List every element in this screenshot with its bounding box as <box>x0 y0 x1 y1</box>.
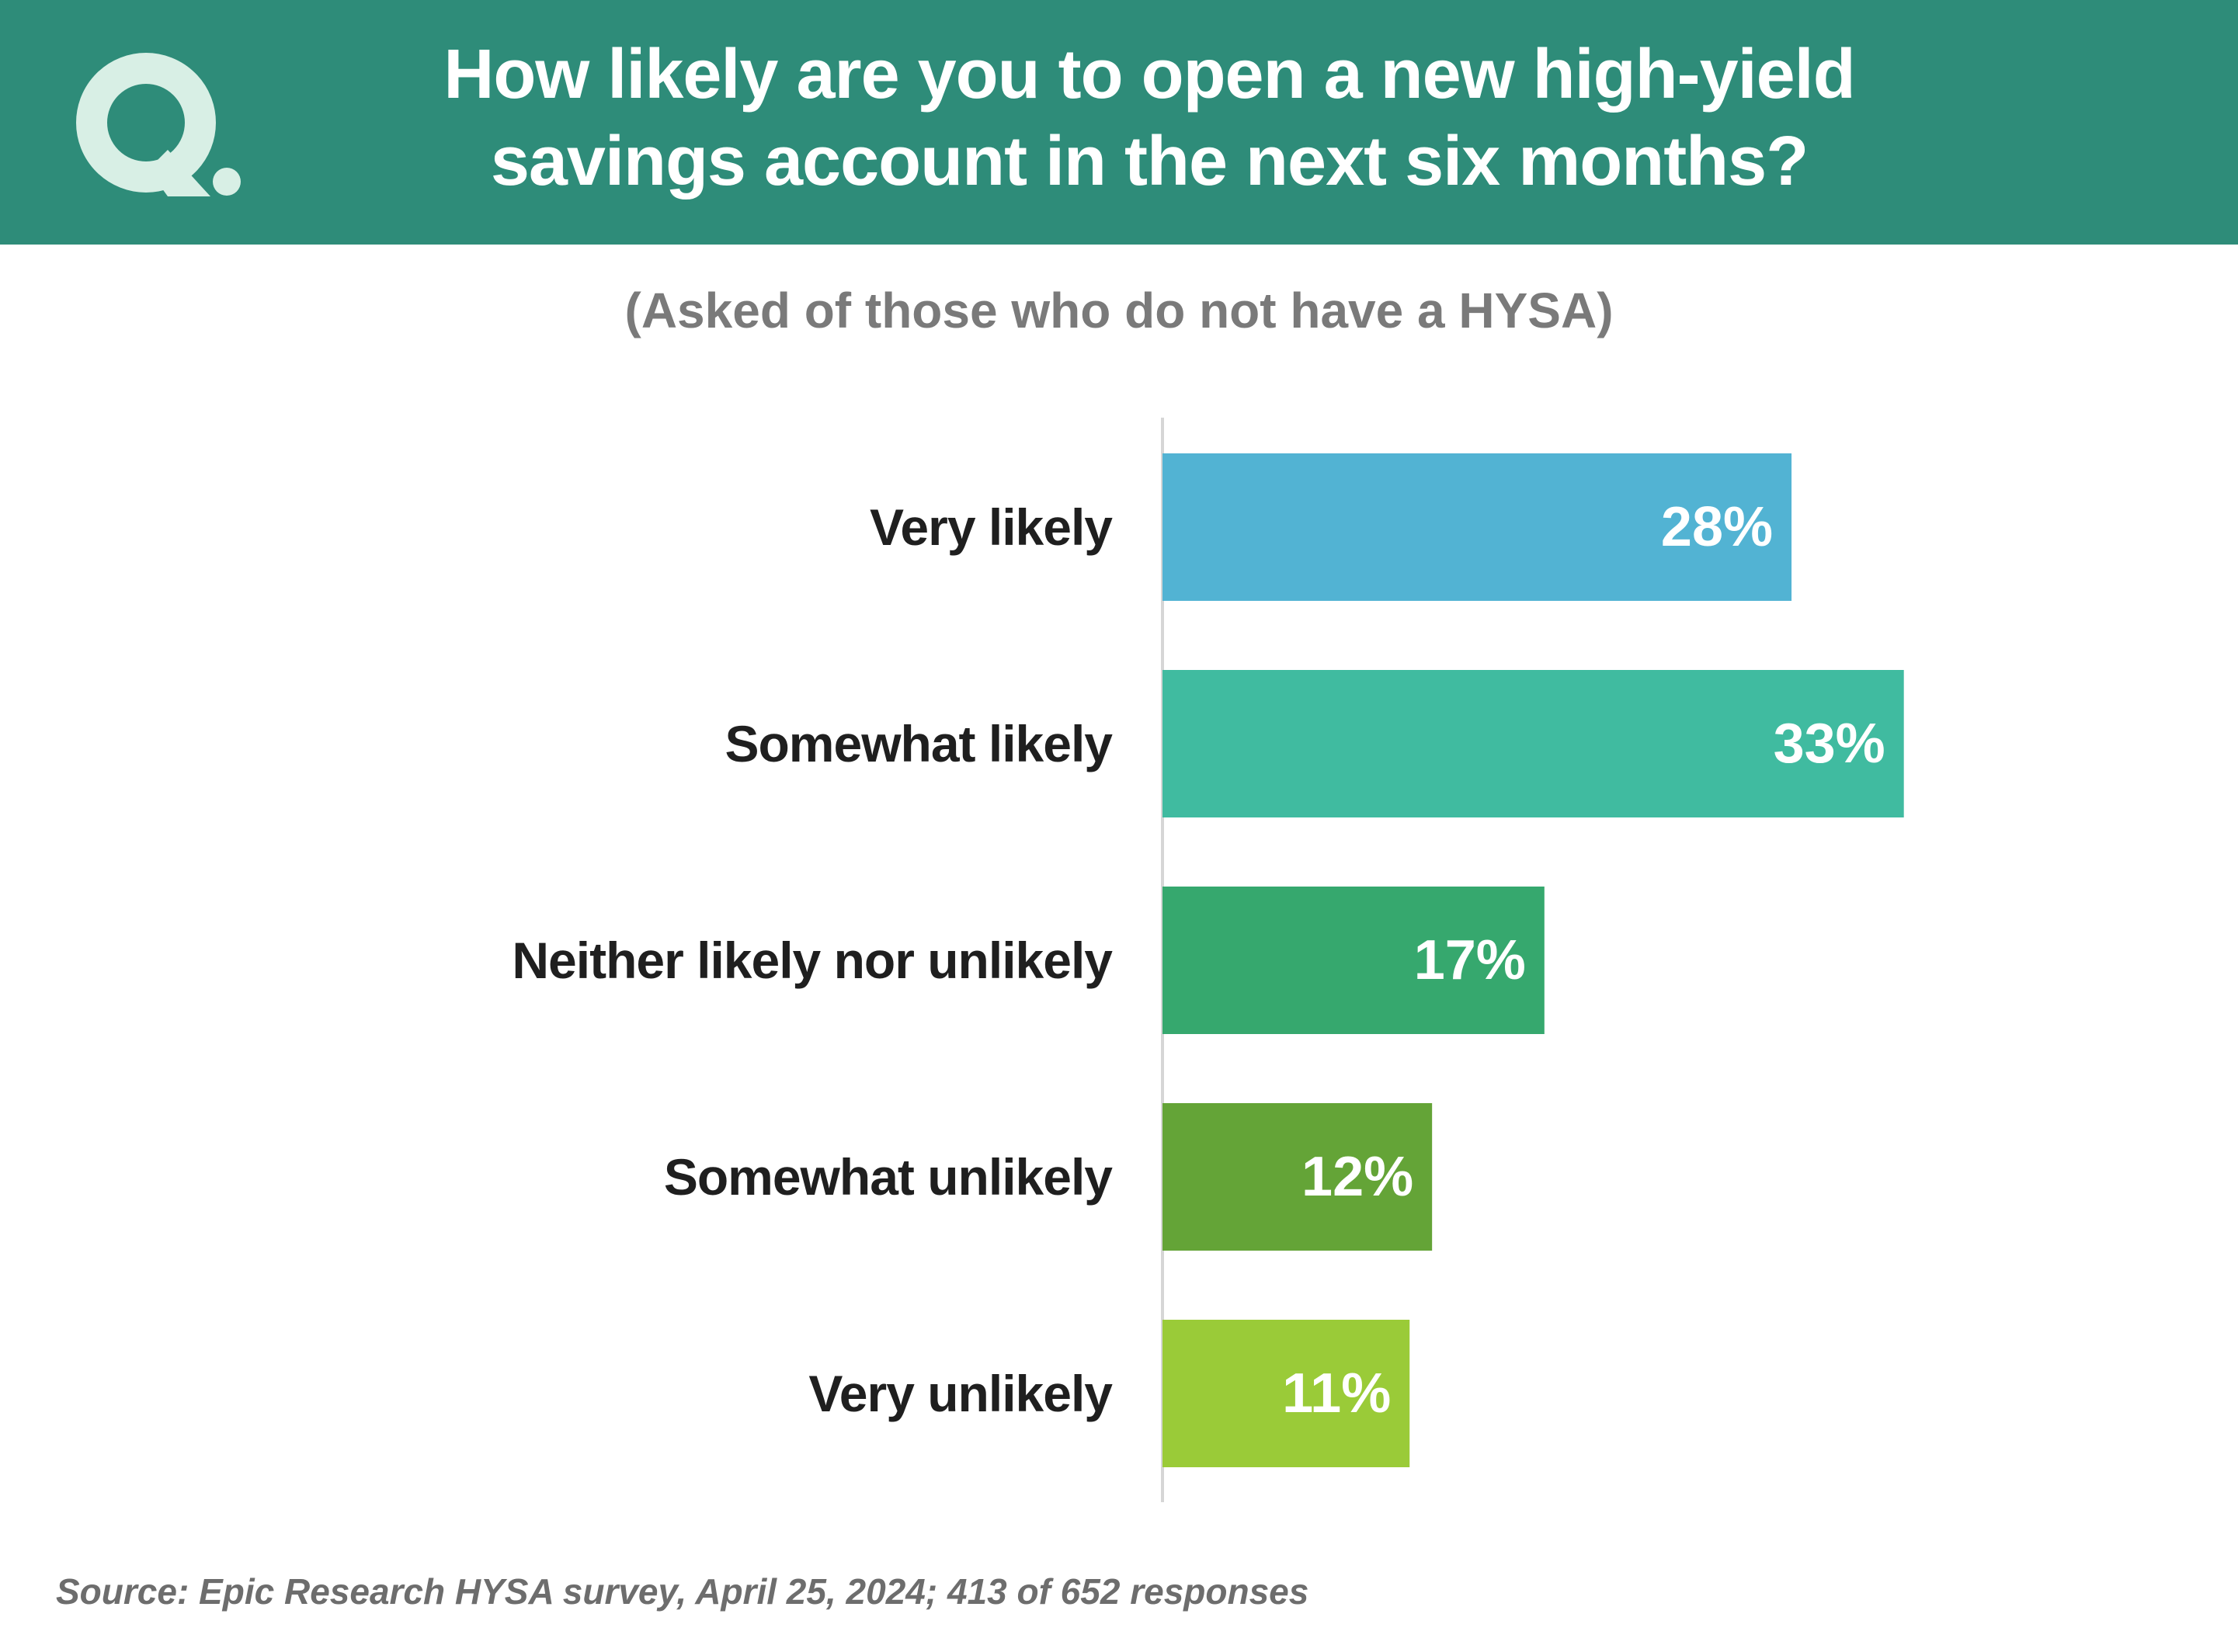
q-logo-icon <box>76 53 241 196</box>
bar-value-label: 28% <box>1661 496 1773 558</box>
bar <box>1162 1320 1410 1467</box>
bar-value-label: 33% <box>1774 713 1885 775</box>
bar <box>1162 670 1904 817</box>
category-label: Very likely <box>870 498 1113 556</box>
bar-value-label: 11% <box>1282 1362 1391 1425</box>
bar <box>1162 453 1792 601</box>
chart-title: How likely are you to open a new high-yi… <box>295 31 2003 205</box>
chart-title-line-1: How likely are you to open a new high-yi… <box>443 36 1855 113</box>
bar-value-label: 12% <box>1301 1146 1413 1208</box>
category-label: Somewhat unlikely <box>664 1148 1113 1206</box>
category-label: Neither likely nor unlikely <box>512 932 1113 989</box>
bar <box>1162 1103 1433 1251</box>
category-label: Very unlikely <box>808 1365 1113 1422</box>
header-banner: How likely are you to open a new high-yi… <box>0 0 2238 245</box>
bar-value-label: 17% <box>1414 929 1526 991</box>
bar <box>1162 887 1545 1034</box>
chart-subtitle: (Asked of those who do not have a HYSA) <box>624 283 1614 338</box>
chart-title-line-2: savings account in the next six months? <box>490 123 1809 200</box>
source-note: Source: Epic Research HYSA survey, April… <box>56 1571 1309 1612</box>
category-label: Somewhat likely <box>725 715 1113 772</box>
